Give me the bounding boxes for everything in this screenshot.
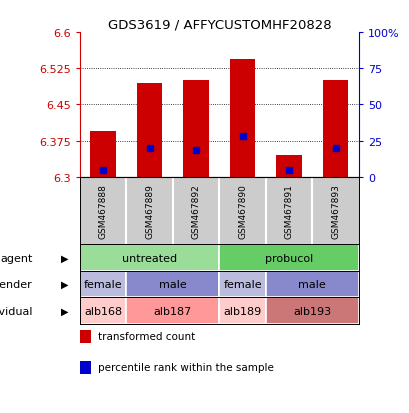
Text: GSM467890: GSM467890 bbox=[238, 184, 247, 238]
Text: GSM467888: GSM467888 bbox=[99, 184, 108, 238]
Text: GSM467889: GSM467889 bbox=[145, 184, 154, 238]
Bar bbox=[219, 245, 358, 271]
Text: probucol: probucol bbox=[264, 253, 312, 263]
Text: individual: individual bbox=[0, 306, 32, 316]
Text: alb193: alb193 bbox=[292, 306, 330, 316]
Text: agent: agent bbox=[0, 253, 32, 263]
Bar bbox=[80, 271, 126, 298]
Text: female: female bbox=[223, 280, 261, 290]
Bar bbox=[80, 245, 219, 271]
Text: GSM467893: GSM467893 bbox=[330, 184, 339, 238]
Bar bbox=[126, 271, 219, 298]
Text: alb187: alb187 bbox=[153, 306, 191, 316]
Bar bbox=[80, 298, 126, 324]
Text: ▶: ▶ bbox=[61, 280, 69, 290]
Bar bbox=[126, 298, 219, 324]
Bar bbox=[265, 298, 358, 324]
Text: male: male bbox=[298, 280, 326, 290]
Bar bbox=[322, 81, 347, 178]
Text: untreated: untreated bbox=[122, 253, 177, 263]
Bar bbox=[90, 132, 116, 178]
Text: ▶: ▶ bbox=[61, 306, 69, 316]
Text: alb168: alb168 bbox=[84, 306, 122, 316]
Bar bbox=[276, 156, 301, 178]
Bar bbox=[219, 271, 265, 298]
Text: alb189: alb189 bbox=[223, 306, 261, 316]
Bar bbox=[229, 59, 255, 178]
Text: female: female bbox=[84, 280, 122, 290]
Text: transformed count: transformed count bbox=[97, 332, 194, 342]
Text: GSM467891: GSM467891 bbox=[284, 184, 293, 238]
Bar bbox=[183, 81, 208, 178]
Text: GSM467892: GSM467892 bbox=[191, 184, 200, 238]
Bar bbox=[219, 298, 265, 324]
Bar bbox=[265, 271, 358, 298]
Bar bbox=[137, 83, 162, 178]
Text: gender: gender bbox=[0, 280, 32, 290]
Text: percentile rank within the sample: percentile rank within the sample bbox=[97, 363, 273, 373]
Text: ▶: ▶ bbox=[61, 253, 69, 263]
Text: male: male bbox=[159, 280, 187, 290]
Title: GDS3619 / AFFYCUSTOMHF20828: GDS3619 / AFFYCUSTOMHF20828 bbox=[107, 19, 330, 32]
